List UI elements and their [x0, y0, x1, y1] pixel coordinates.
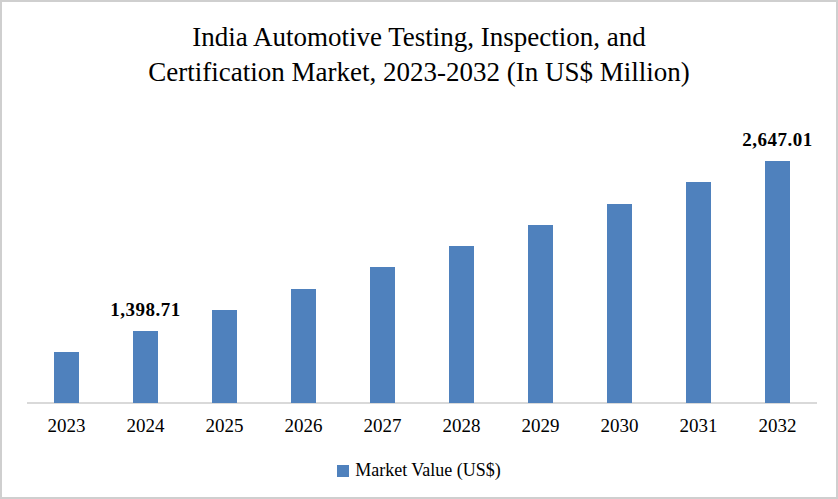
x-tick-label-2024: 2024 — [106, 415, 185, 437]
chart-title-line1: India Automotive Testing, Inspection, an… — [2, 20, 836, 55]
x-tick-label-2030: 2030 — [580, 415, 659, 437]
legend-label: Market Value (US$) — [355, 460, 501, 481]
bar-2025 — [212, 310, 237, 403]
bar-2024 — [133, 331, 158, 403]
bar-2027 — [370, 267, 395, 403]
x-tick-label-2027: 2027 — [343, 415, 422, 437]
bar-2031 — [686, 182, 711, 403]
x-tick-label-2026: 2026 — [264, 415, 343, 437]
x-tick-label-2025: 2025 — [185, 415, 264, 437]
bar-2023 — [54, 352, 79, 403]
chart-title-line2: Certification Market, 2023-2032 (In US$ … — [2, 55, 836, 90]
bar-2026 — [291, 289, 316, 403]
bar-2030 — [607, 204, 632, 403]
x-tick-label-2032: 2032 — [738, 415, 817, 437]
bar-2029 — [528, 225, 553, 403]
legend: Market Value (US$) — [2, 460, 836, 481]
x-tick-label-2031: 2031 — [659, 415, 738, 437]
data-label-2024: 1,398.71 — [76, 299, 216, 321]
chart-canvas: India Automotive Testing, Inspection, an… — [0, 0, 838, 499]
x-tick-label-2029: 2029 — [501, 415, 580, 437]
x-tick-label-2028: 2028 — [422, 415, 501, 437]
data-label-2032: 2,647.01 — [708, 129, 838, 151]
chart-title: India Automotive Testing, Inspection, an… — [2, 20, 836, 89]
x-tick-label-2023: 2023 — [27, 415, 106, 437]
legend-square-icon — [337, 465, 349, 477]
bar-2032 — [765, 161, 790, 403]
bar-2028 — [449, 246, 474, 403]
